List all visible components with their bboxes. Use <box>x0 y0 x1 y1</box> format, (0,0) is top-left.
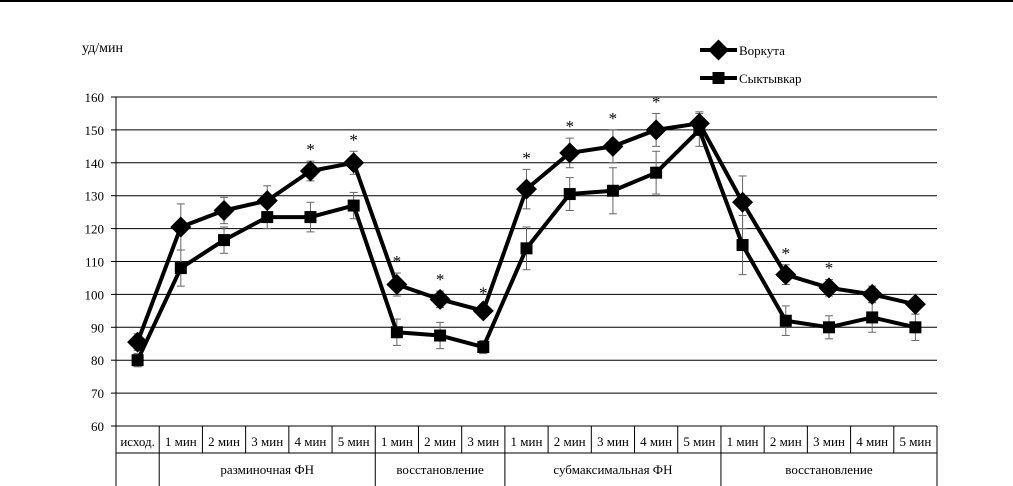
group-label: восстановление <box>785 462 873 477</box>
data-point-vorkuta <box>732 191 754 213</box>
significance-markers: * * * * * * * * * * * <box>306 92 833 302</box>
data-point-vorkuta <box>386 274 408 296</box>
gridlines <box>116 96 937 427</box>
legend: Воркута Сыктывкар <box>700 39 802 86</box>
y-axis-label: уд/мин <box>82 41 123 56</box>
data-point-vorkuta <box>818 277 840 299</box>
significance-asterisk: * <box>782 244 791 263</box>
x-tick-label: 5 мин <box>899 434 931 449</box>
significance-asterisk: * <box>393 252 402 271</box>
data-point-syktyvkar <box>520 242 533 255</box>
x-tick-label: 1 мин <box>165 434 197 449</box>
data-point-vorkuta <box>688 112 710 134</box>
data-point-syktyvkar <box>822 321 835 334</box>
data-point-syktyvkar <box>477 341 490 354</box>
data-series <box>127 112 926 367</box>
axes <box>111 96 117 427</box>
y-tick-labels: 60 70 80 90 100 110 120 130 140 150 160 <box>85 90 105 434</box>
x-tick-label: 1 мин <box>727 434 759 449</box>
x-tick-label: 4 мин <box>640 434 672 449</box>
data-point-vorkuta <box>602 135 624 157</box>
y-tick-label: 60 <box>91 419 104 434</box>
data-point-syktyvkar <box>563 188 576 201</box>
data-point-vorkuta <box>775 264 797 286</box>
legend-marker <box>708 39 729 61</box>
significance-asterisk: * <box>565 117 574 136</box>
y-tick-label: 100 <box>85 287 105 302</box>
x-tick-label: 2 мин <box>770 434 802 449</box>
group-label: разминочная ФН <box>220 462 314 477</box>
legend-label: Сыктывкар <box>739 71 802 86</box>
y-tick-label: 80 <box>91 353 104 368</box>
data-point-syktyvkar <box>174 262 187 275</box>
data-point-vorkuta <box>343 152 365 174</box>
significance-asterisk: * <box>652 92 661 111</box>
top-border-line <box>0 0 1013 2</box>
data-point-vorkuta <box>472 300 494 322</box>
data-point-syktyvkar <box>736 239 749 252</box>
y-tick-label: 140 <box>85 156 105 171</box>
data-point-syktyvkar <box>909 321 922 334</box>
data-point-vorkuta <box>170 216 192 238</box>
significance-asterisk: * <box>349 130 358 149</box>
significance-asterisk: * <box>609 109 618 128</box>
data-point-vorkuta <box>904 293 926 315</box>
x-tick-label: 5 мин <box>338 434 370 449</box>
legend-label: Воркута <box>739 43 785 58</box>
significance-asterisk: * <box>479 283 488 302</box>
y-tick-label: 150 <box>85 123 105 138</box>
significance-asterisk: * <box>825 259 834 278</box>
x-tick-label: 4 мин <box>295 434 327 449</box>
y-tick-label: 120 <box>85 222 105 237</box>
y-tick-label: 110 <box>85 255 104 270</box>
y-tick-label: 130 <box>85 189 105 204</box>
data-point-syktyvkar <box>606 184 619 197</box>
data-point-vorkuta <box>429 288 451 310</box>
x-tick-label: 2 мин <box>554 434 586 449</box>
data-point-syktyvkar <box>390 326 403 339</box>
x-tick-label: 3 мин <box>597 434 629 449</box>
legend-marker <box>712 72 725 84</box>
significance-asterisk: * <box>522 148 531 167</box>
data-point-syktyvkar <box>434 329 447 342</box>
data-point-syktyvkar <box>866 311 879 324</box>
x-tick-label: 2 мин <box>424 434 456 449</box>
data-point-vorkuta <box>516 178 537 200</box>
data-point-vorkuta <box>213 200 235 222</box>
x-tick-label: 3 мин <box>251 434 283 449</box>
x-tick-label: 2 мин <box>208 434 240 449</box>
significance-asterisk: * <box>306 140 315 159</box>
y-tick-label: 90 <box>91 320 104 335</box>
data-point-syktyvkar <box>261 211 274 224</box>
category-table: исход. 1 мин 2 мин 3 мин 4 мин 5 мин 1 мин 2 ми… <box>115 426 938 486</box>
y-tick-label: 70 <box>91 386 104 401</box>
data-point-vorkuta <box>861 283 883 305</box>
x-tick-label: 1 мин <box>381 434 413 449</box>
data-point-syktyvkar <box>650 166 663 179</box>
significance-asterisk: * <box>436 270 445 289</box>
group-label: субмаксимальная ФН <box>553 462 672 477</box>
x-tick-label: 3 мин <box>813 434 845 449</box>
x-tick-label: 4 мин <box>856 434 888 449</box>
data-point-syktyvkar <box>131 354 144 367</box>
x-tick-label: исход. <box>120 434 155 449</box>
data-point-syktyvkar <box>347 199 360 212</box>
data-point-syktyvkar <box>218 234 231 247</box>
data-point-syktyvkar <box>304 211 317 224</box>
data-point-vorkuta <box>299 160 321 182</box>
data-point-syktyvkar <box>779 314 792 327</box>
x-tick-label: 5 мин <box>683 434 715 449</box>
data-point-vorkuta <box>559 142 581 164</box>
data-point-vorkuta <box>645 119 667 141</box>
data-point-vorkuta <box>256 190 278 212</box>
data-point-syktyvkar <box>693 123 706 136</box>
x-tick-label: 3 мин <box>467 434 499 449</box>
x-tick-label: 1 мин <box>511 434 543 449</box>
group-label: восстановление <box>396 462 484 477</box>
y-tick-label: 160 <box>85 90 105 105</box>
